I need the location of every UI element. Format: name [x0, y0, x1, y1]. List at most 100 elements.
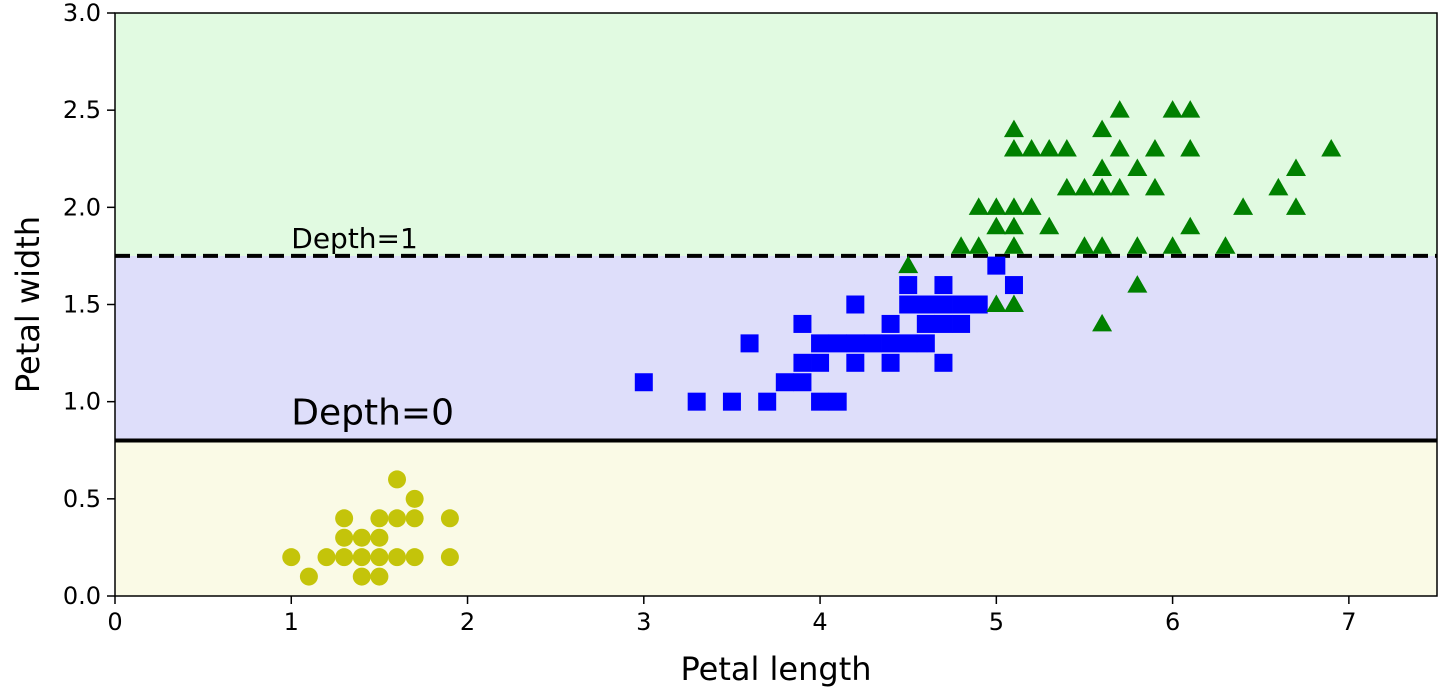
point-triangle-28 — [1109, 100, 1130, 118]
y-tick-label-6: 3.0 — [63, 0, 101, 27]
point-square-32 — [952, 295, 971, 314]
point-triangle-2 — [968, 236, 989, 254]
point-triangle-10 — [1003, 197, 1024, 215]
point-square-1 — [687, 392, 706, 411]
x-tick-label-0: 0 — [107, 608, 122, 636]
point-triangle-42 — [1285, 197, 1306, 215]
point-square-33 — [969, 295, 988, 314]
point-triangle-20 — [1074, 177, 1095, 196]
x-tick-label-5: 5 — [989, 608, 1004, 636]
point-square-12 — [828, 392, 847, 411]
point-triangle-26 — [1109, 177, 1130, 196]
point-square-10 — [811, 353, 830, 372]
point-circle-12 — [370, 509, 389, 528]
x-tick-label-6: 6 — [1165, 608, 1180, 636]
point-circle-14 — [388, 509, 407, 528]
point-square-7 — [793, 353, 812, 372]
point-triangle-21 — [1092, 313, 1113, 332]
x-axis-label: Petal length — [680, 650, 871, 688]
point-square-17 — [863, 334, 882, 353]
y-tick-label-5: 2.5 — [63, 96, 101, 124]
y-tick-label-4: 2.0 — [63, 193, 101, 221]
point-circle-4 — [335, 528, 354, 547]
point-square-3 — [740, 334, 759, 353]
x-tick-label-7: 7 — [1341, 608, 1356, 636]
point-square-34 — [987, 256, 1006, 275]
point-square-24 — [916, 334, 935, 353]
point-triangle-34 — [1162, 236, 1183, 254]
point-square-19 — [881, 334, 900, 353]
annotation-depth-1: Depth=1 — [291, 222, 418, 255]
point-triangle-22 — [1092, 236, 1113, 254]
x-tick-label-1: 1 — [284, 608, 299, 636]
point-triangle-24 — [1092, 158, 1113, 176]
point-circle-2 — [317, 548, 336, 567]
point-triangle-27 — [1109, 139, 1130, 157]
point-triangle-30 — [1127, 236, 1148, 254]
point-circle-7 — [352, 548, 371, 567]
point-circle-1 — [299, 567, 318, 586]
point-circle-6 — [352, 567, 371, 586]
point-square-30 — [934, 276, 953, 295]
point-circle-16 — [405, 548, 424, 567]
point-triangle-23 — [1092, 177, 1113, 196]
decision-regions — [115, 13, 1437, 596]
point-circle-17 — [405, 509, 424, 528]
point-square-31 — [952, 314, 971, 333]
point-triangle-43 — [1285, 158, 1306, 176]
point-triangle-16 — [1039, 139, 1060, 157]
point-square-25 — [916, 314, 935, 333]
point-square-28 — [934, 314, 953, 333]
point-circle-0 — [282, 548, 301, 567]
point-square-21 — [899, 334, 918, 353]
point-circle-20 — [440, 509, 459, 528]
point-triangle-31 — [1127, 158, 1148, 176]
point-triangle-36 — [1180, 216, 1201, 235]
point-triangle-15 — [1039, 216, 1060, 235]
point-triangle-33 — [1144, 139, 1165, 157]
data-points — [282, 100, 1342, 586]
point-triangle-5 — [986, 216, 1007, 235]
point-triangle-4 — [986, 294, 1007, 312]
point-circle-8 — [352, 528, 371, 547]
point-square-0 — [634, 373, 653, 392]
point-square-26 — [916, 295, 935, 314]
x-axis-ticks: 0 1 2 3 4 5 6 7 — [107, 596, 1357, 636]
point-triangle-19 — [1074, 236, 1095, 254]
point-square-22 — [899, 295, 918, 314]
annotation-depth-0: Depth=0 — [291, 393, 454, 434]
point-triangle-37 — [1180, 139, 1201, 157]
point-triangle-0 — [898, 255, 919, 274]
point-circle-3 — [335, 548, 354, 567]
point-triangle-18 — [1056, 139, 1077, 157]
point-circle-13 — [388, 548, 407, 567]
point-triangle-1 — [951, 236, 972, 254]
point-triangle-40 — [1233, 197, 1254, 215]
point-square-16 — [846, 295, 865, 314]
point-square-9 — [811, 392, 830, 411]
point-square-5 — [775, 373, 794, 392]
point-triangle-29 — [1127, 275, 1148, 293]
point-square-27 — [934, 353, 953, 372]
point-square-11 — [811, 334, 830, 353]
point-triangle-7 — [1003, 294, 1024, 312]
point-triangle-6 — [986, 197, 1007, 215]
point-circle-18 — [405, 489, 424, 508]
point-circle-19 — [440, 548, 459, 567]
y-axis-ticks: 0.0 0.5 1.0 1.5 2.0 2.5 3.0 — [63, 0, 115, 610]
point-triangle-3 — [968, 197, 989, 215]
point-square-23 — [899, 276, 918, 295]
point-square-4 — [758, 392, 777, 411]
point-square-2 — [722, 392, 741, 411]
point-square-18 — [881, 353, 900, 372]
point-square-6 — [793, 373, 812, 392]
point-triangle-14 — [1021, 139, 1042, 157]
point-square-20 — [881, 314, 900, 333]
depth-annotations: Depth=0 Depth=1 — [291, 222, 454, 434]
y-tick-label-2: 1.0 — [63, 388, 101, 416]
point-triangle-38 — [1180, 100, 1201, 118]
point-circle-10 — [370, 548, 389, 567]
region-2 — [115, 13, 1437, 256]
point-square-13 — [828, 334, 847, 353]
